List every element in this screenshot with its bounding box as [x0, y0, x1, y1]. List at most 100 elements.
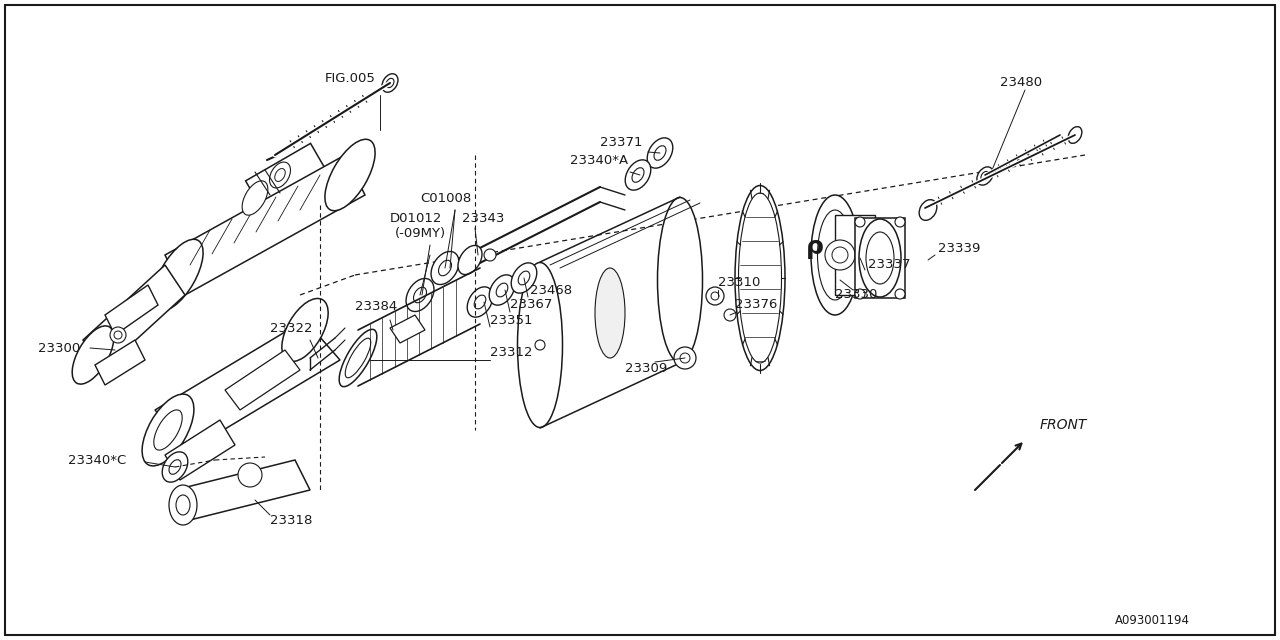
Text: FRONT: FRONT: [1039, 418, 1088, 432]
Circle shape: [895, 217, 905, 227]
Ellipse shape: [654, 146, 666, 160]
Text: ρ: ρ: [806, 235, 824, 259]
Text: D01012: D01012: [390, 211, 443, 225]
Text: 23351: 23351: [490, 314, 532, 326]
Ellipse shape: [142, 394, 193, 466]
Text: (-09MY): (-09MY): [396, 227, 447, 239]
Ellipse shape: [648, 138, 673, 168]
Circle shape: [832, 247, 849, 263]
Text: 23340*A: 23340*A: [570, 154, 628, 166]
Circle shape: [707, 287, 724, 305]
Ellipse shape: [439, 260, 452, 276]
Ellipse shape: [72, 326, 114, 384]
Circle shape: [855, 289, 865, 299]
Ellipse shape: [387, 78, 394, 88]
Text: 23468: 23468: [530, 284, 572, 296]
Ellipse shape: [346, 338, 371, 378]
Ellipse shape: [152, 239, 204, 311]
Ellipse shape: [154, 410, 182, 450]
Ellipse shape: [818, 210, 852, 300]
Text: 23480: 23480: [1000, 77, 1042, 90]
Circle shape: [710, 292, 719, 300]
Ellipse shape: [595, 268, 625, 358]
Polygon shape: [246, 143, 339, 230]
Polygon shape: [105, 285, 157, 335]
Text: 23337: 23337: [868, 259, 910, 271]
Text: 23339: 23339: [938, 241, 980, 255]
Ellipse shape: [1068, 127, 1082, 143]
Text: 23318: 23318: [270, 513, 312, 527]
Circle shape: [680, 353, 690, 363]
Polygon shape: [155, 320, 340, 450]
Ellipse shape: [325, 140, 375, 211]
Circle shape: [826, 240, 855, 270]
Polygon shape: [855, 218, 905, 298]
Ellipse shape: [980, 172, 989, 180]
Ellipse shape: [489, 275, 515, 305]
Circle shape: [855, 217, 865, 227]
Ellipse shape: [625, 160, 650, 190]
Ellipse shape: [275, 168, 285, 182]
Ellipse shape: [812, 195, 859, 315]
Text: A093001194: A093001194: [1115, 614, 1190, 627]
Text: 23310: 23310: [718, 276, 760, 289]
Ellipse shape: [413, 287, 426, 303]
Text: 23300: 23300: [38, 342, 81, 355]
Polygon shape: [83, 265, 186, 370]
Ellipse shape: [163, 452, 188, 482]
Text: 23384: 23384: [355, 301, 397, 314]
Polygon shape: [95, 340, 145, 385]
Polygon shape: [390, 315, 425, 343]
Ellipse shape: [169, 485, 197, 525]
Ellipse shape: [270, 162, 291, 188]
Ellipse shape: [431, 252, 460, 285]
Ellipse shape: [177, 495, 189, 515]
Ellipse shape: [381, 74, 398, 92]
Ellipse shape: [632, 168, 644, 182]
Ellipse shape: [658, 198, 703, 362]
Ellipse shape: [859, 219, 901, 297]
Ellipse shape: [169, 460, 180, 474]
Ellipse shape: [467, 287, 493, 317]
Text: 23322: 23322: [270, 321, 312, 335]
Ellipse shape: [511, 263, 536, 293]
Text: 23312: 23312: [490, 346, 532, 358]
Circle shape: [724, 309, 736, 321]
Ellipse shape: [474, 295, 486, 309]
Ellipse shape: [739, 193, 782, 363]
Circle shape: [114, 331, 122, 339]
Ellipse shape: [675, 347, 696, 369]
Text: 23330: 23330: [835, 289, 877, 301]
Ellipse shape: [458, 245, 483, 275]
Circle shape: [484, 249, 497, 261]
Polygon shape: [835, 215, 876, 295]
Text: FIG.005: FIG.005: [325, 72, 376, 84]
Text: 23376: 23376: [735, 298, 777, 312]
Text: 23309: 23309: [625, 362, 667, 374]
Circle shape: [895, 289, 905, 299]
Ellipse shape: [497, 283, 508, 297]
Ellipse shape: [311, 161, 349, 213]
Circle shape: [110, 327, 125, 343]
Circle shape: [238, 463, 262, 487]
Ellipse shape: [517, 262, 562, 428]
Ellipse shape: [406, 278, 434, 312]
Ellipse shape: [867, 232, 893, 284]
Ellipse shape: [339, 330, 376, 387]
Text: C01008: C01008: [420, 191, 471, 205]
Circle shape: [535, 340, 545, 350]
Ellipse shape: [518, 271, 530, 285]
Text: 23371: 23371: [600, 136, 643, 150]
Text: 23367: 23367: [509, 298, 553, 312]
Ellipse shape: [282, 298, 328, 362]
Polygon shape: [165, 155, 365, 295]
Polygon shape: [165, 420, 236, 480]
Text: 23340*C: 23340*C: [68, 454, 127, 467]
Polygon shape: [175, 460, 310, 520]
Ellipse shape: [242, 181, 268, 215]
Polygon shape: [225, 350, 300, 410]
Ellipse shape: [977, 167, 993, 185]
Text: 23343: 23343: [462, 211, 504, 225]
Ellipse shape: [735, 186, 785, 371]
Ellipse shape: [919, 200, 937, 220]
